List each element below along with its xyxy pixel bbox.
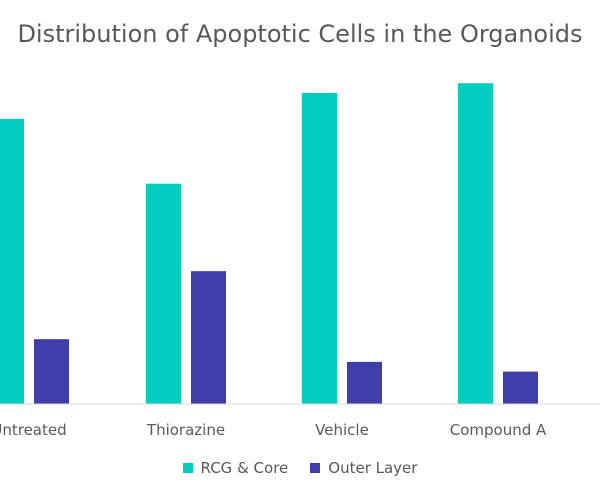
- x-tick-label-vehicle: Vehicle: [315, 421, 369, 439]
- x-tick-labels: Untreated Thiorazine Vehicle Compound A: [0, 421, 547, 439]
- bar-thiorazine-outer-layer: [191, 271, 226, 404]
- bar-untreated-outer-layer: [34, 339, 69, 404]
- x-tick-label-untreated: Untreated: [0, 421, 67, 439]
- x-tick-label-thiorazine: Thiorazine: [146, 421, 225, 439]
- bar-compound-a-outer-layer: [503, 371, 538, 404]
- chart-title: Distribution of Apoptotic Cells in the O…: [17, 20, 583, 48]
- legend-item-rcg-core: RCG & Core: [182, 459, 289, 477]
- legend-label-rcg-core: RCG & Core: [200, 459, 289, 477]
- bar-compound-a-rcg-core: [458, 83, 493, 405]
- bar-vehicle-rcg-core: [302, 92, 337, 405]
- bars-group: [0, 83, 538, 405]
- legend-label-outer-layer: Outer Layer: [328, 459, 418, 477]
- legend: RCG & Core Outer Layer: [0, 459, 600, 477]
- bar-untreated-rcg-core: [0, 118, 24, 404]
- legend-item-outer-layer: Outer Layer: [310, 459, 417, 477]
- bar-thiorazine-rcg-core: [146, 183, 181, 404]
- x-tick-label-compound-a: Compound A: [450, 421, 547, 439]
- bar-vehicle-outer-layer: [347, 361, 382, 404]
- legend-swatch-rcg-core: [182, 463, 193, 473]
- legend-swatch-outer-layer: [310, 463, 321, 473]
